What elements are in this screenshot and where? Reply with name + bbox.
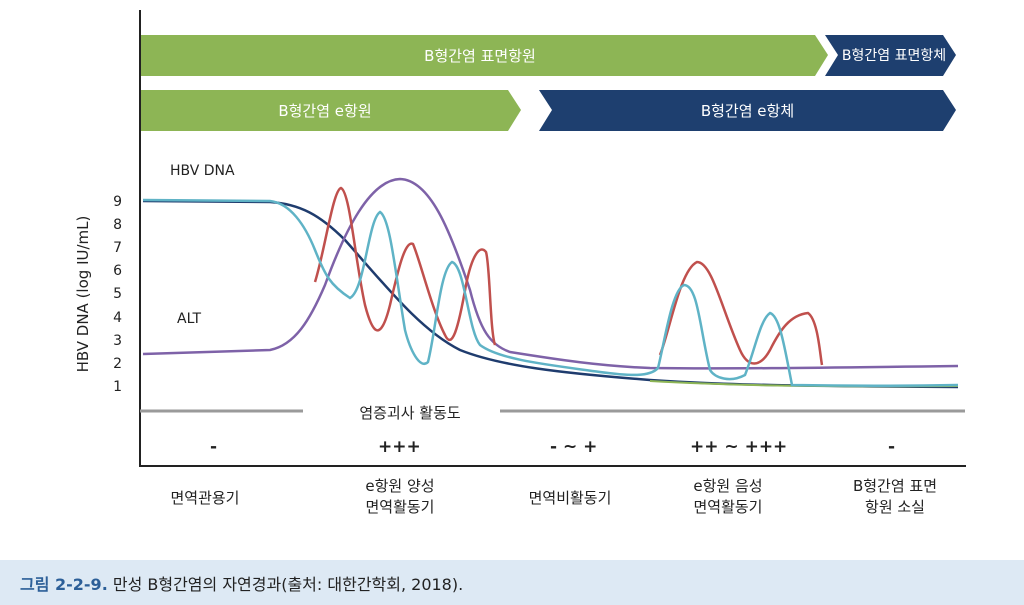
surface-antigen-label: B형간염 표면항원 xyxy=(424,47,536,65)
y-tick-9: 9 xyxy=(113,194,122,210)
phase-immune-tolerant: 면역관용기 xyxy=(170,489,240,507)
figure-caption: 그림 2-2-9. 만성 B형간염의 자연경과(출처: 대한간학회, 2018)… xyxy=(20,571,463,595)
activity-level-4: ++ ~ +++ xyxy=(690,437,788,457)
y-tick-8: 8 xyxy=(113,217,122,234)
hbv-dna-teal-curve xyxy=(142,198,959,387)
y-tick-5: 5 xyxy=(113,286,122,303)
y-tick-6: 6 xyxy=(113,263,122,280)
activity-label: 염증괴사 활동도 xyxy=(359,404,461,422)
chart-svg xyxy=(139,10,966,467)
activity-level-5: - xyxy=(888,437,896,457)
e-antigen-label: B형간염 e항원 xyxy=(278,102,372,120)
alt-label: ALT xyxy=(177,311,202,327)
caption-bar xyxy=(0,560,1024,605)
e-antibody-arrow xyxy=(539,90,956,131)
activity-level-1: - xyxy=(210,437,218,457)
caption-text: 만성 B형간염의 자연경과(출처: 대한간학회, 2018). xyxy=(107,575,464,594)
chart-figure: B형간염 표면항원 B형간염 표면항체 B형간염 e항원 B형간염 e항체 HB… xyxy=(74,10,966,516)
y-tick-2: 2 xyxy=(113,355,122,372)
y-axis-title: HBV DNA (log IU/mL) xyxy=(74,215,92,373)
y-tick-7: 7 xyxy=(113,240,122,257)
y-tick-3: 3 xyxy=(113,332,122,349)
surface-antibody-label: B형간염 표면항체 xyxy=(841,48,947,64)
phase-hbeag-negative-active: e항원 음성 면역활동기 xyxy=(693,477,763,516)
surface-antigen-arrow xyxy=(140,35,828,76)
alt-purple-curve xyxy=(142,177,959,370)
e-antibody-label: B형간염 e항체 xyxy=(700,102,795,120)
activity-level-2: +++ xyxy=(378,437,421,457)
hbv-dna-label: HBV DNA xyxy=(170,163,235,179)
surface-antibody-arrow xyxy=(825,35,956,76)
phase-inactive: 면역비활동기 xyxy=(528,489,612,507)
activity-level-3: - ~ + xyxy=(550,437,598,457)
caption-number: 그림 2-2-9. xyxy=(20,575,108,594)
phase-hbeag-positive-active: e항원 양성 면역활동기 xyxy=(365,477,435,516)
e-antigen-arrow xyxy=(140,90,521,131)
y-tick-4: 4 xyxy=(113,309,122,326)
alt-red-curve xyxy=(313,186,824,366)
phase-hbsag-loss: B형간염 표면 항원 소실 xyxy=(852,477,938,516)
y-tick-1: 1 xyxy=(113,378,122,395)
